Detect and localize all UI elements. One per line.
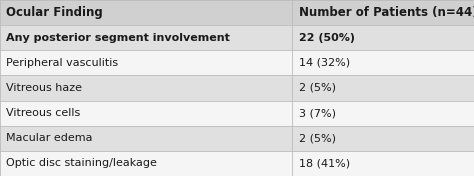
Text: 3 (7%): 3 (7%)	[299, 108, 336, 118]
Bar	[0, 0, 474, 25]
Text: Macular edema: Macular edema	[6, 133, 92, 143]
Text: Number of Patients (n=44): Number of Patients (n=44)	[299, 6, 474, 19]
Bar	[0, 76, 474, 100]
Text: 18 (41%): 18 (41%)	[299, 158, 350, 168]
Text: 22 (50%): 22 (50%)	[299, 33, 355, 43]
Bar	[0, 50, 474, 76]
Text: 14 (32%): 14 (32%)	[299, 58, 350, 68]
Text: Vitreous cells: Vitreous cells	[6, 108, 80, 118]
Text: Vitreous haze: Vitreous haze	[6, 83, 82, 93]
Bar	[0, 151, 474, 176]
Text: Optic disc staining/leakage: Optic disc staining/leakage	[6, 158, 156, 168]
Bar	[0, 126, 474, 151]
Bar	[0, 100, 474, 126]
Text: Ocular Finding: Ocular Finding	[6, 6, 102, 19]
Text: 2 (5%): 2 (5%)	[299, 133, 336, 143]
Text: 2 (5%): 2 (5%)	[299, 83, 336, 93]
Text: Any posterior segment involvement: Any posterior segment involvement	[6, 33, 229, 43]
Text: Peripheral vasculitis: Peripheral vasculitis	[6, 58, 118, 68]
Bar	[0, 25, 474, 50]
